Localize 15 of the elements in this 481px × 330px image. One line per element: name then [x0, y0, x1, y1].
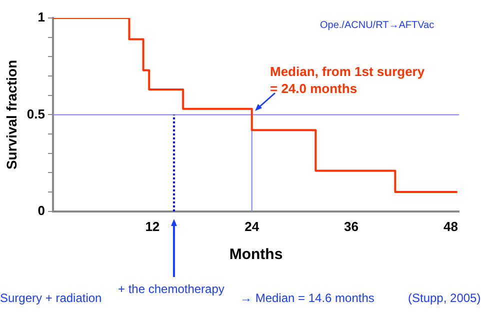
- x-tick-label: 36: [344, 218, 359, 234]
- text: → Median = 14.6 months: [240, 291, 374, 305]
- x-axis-title: Months: [229, 246, 283, 264]
- text: (Stupp, 2005): [408, 291, 481, 305]
- text: + the chemotherapy: [118, 282, 224, 296]
- annotation: Median, from 1st surgery = 24.0 months: [270, 64, 426, 96]
- annotation: Ope./ACNU/RT→AFTVac: [320, 20, 434, 31]
- y-tick-label: 0.5: [26, 106, 45, 122]
- x-tick-label: 24: [244, 218, 260, 234]
- x-tick-label: 48: [443, 218, 458, 234]
- text: Surgery + radiation: [0, 291, 102, 305]
- x-tick-label: 12: [145, 218, 160, 234]
- y-axis-title: Survival fraction: [3, 60, 20, 170]
- y-tick-label: 0: [38, 202, 45, 218]
- y-tick-label: 1: [38, 10, 45, 25]
